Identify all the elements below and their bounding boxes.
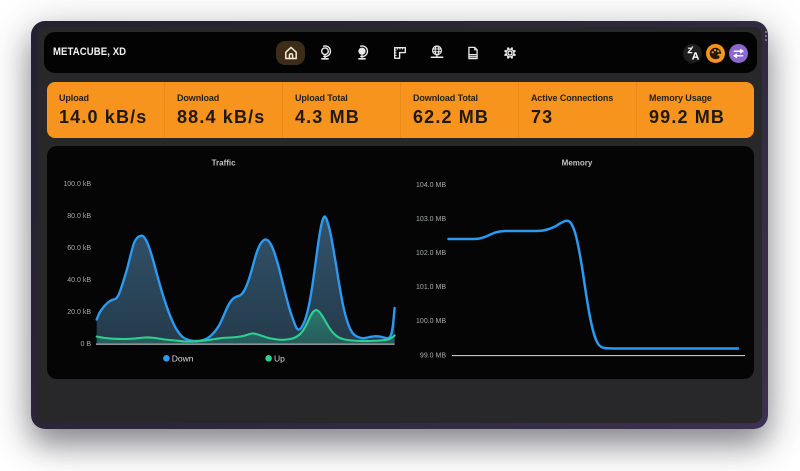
svg-text:Up: Up: [274, 353, 285, 363]
svg-text:80.0 kB: 80.0 kB: [67, 213, 91, 220]
svg-text:101.0 MB: 101.0 MB: [416, 284, 446, 291]
svg-text:102.0 MB: 102.0 MB: [416, 250, 446, 257]
svg-text:40.0 kB: 40.0 kB: [67, 277, 91, 284]
svg-text:Memory: Memory: [562, 159, 593, 168]
svg-text:103.0 MB: 103.0 MB: [416, 216, 446, 223]
svg-text:Traffic: Traffic: [212, 159, 237, 168]
svg-text:0 B: 0 B: [80, 341, 91, 348]
svg-text:20.0 kB: 20.0 kB: [67, 309, 91, 316]
svg-text:60.0 kB: 60.0 kB: [67, 245, 91, 252]
svg-text:Down: Down: [172, 353, 194, 363]
svg-text:100.0 kB: 100.0 kB: [63, 181, 91, 188]
svg-text:104.0 MB: 104.0 MB: [416, 182, 446, 189]
svg-text:100.0 MB: 100.0 MB: [416, 318, 446, 325]
svg-text:99.0 MB: 99.0 MB: [420, 352, 446, 359]
